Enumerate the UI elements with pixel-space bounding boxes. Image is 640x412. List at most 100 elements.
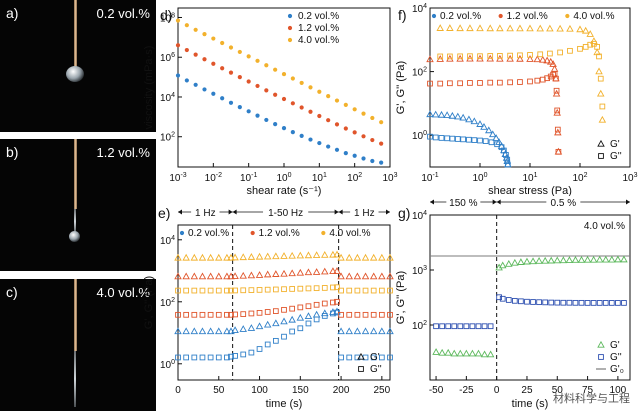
data-point [457, 80, 463, 87]
photo-panel-b: b) 1.2 vol.% [0, 139, 156, 271]
data-point [175, 18, 181, 23]
data-point [487, 53, 494, 59]
data-point [321, 285, 328, 291]
legend-marker [250, 230, 255, 236]
data-point [467, 53, 473, 60]
data-point [432, 348, 440, 355]
data-point [523, 257, 531, 265]
data-point [533, 55, 542, 63]
data-point [487, 79, 494, 86]
data-point [308, 137, 313, 142]
data-point [445, 323, 452, 330]
data-point [586, 30, 594, 37]
data-point [572, 299, 579, 306]
data-point [175, 73, 181, 78]
data-point [517, 79, 523, 85]
data-point [334, 284, 340, 291]
x-tick-label: 0 [175, 385, 181, 396]
legend-label: 4.0 vol.% [573, 11, 614, 22]
data-point [507, 52, 513, 59]
legend-marker [431, 13, 437, 19]
data-point [321, 267, 329, 275]
data-point [591, 40, 597, 47]
data-point [386, 272, 394, 280]
y-axis-label: G', G'' (Pa) [143, 276, 155, 329]
data-point [546, 24, 554, 32]
data-point [305, 320, 312, 327]
data-point [256, 309, 263, 316]
data-point [246, 79, 251, 84]
data-point [232, 311, 238, 318]
data-point [516, 54, 524, 62]
data-point [437, 53, 444, 60]
data-point [567, 47, 573, 54]
data-point [476, 120, 484, 127]
data-point [486, 24, 494, 32]
data-point [317, 113, 322, 119]
segment-arrowhead [430, 199, 434, 205]
data-point [326, 144, 331, 149]
data-point [174, 327, 182, 335]
data-point [468, 349, 477, 357]
x-tick-label: 103 [382, 172, 397, 184]
data-point [542, 299, 549, 306]
data-point [471, 137, 478, 143]
data-point [534, 77, 541, 84]
data-point [497, 79, 503, 86]
data-point [370, 137, 375, 143]
data-point [255, 252, 264, 260]
data-point [553, 75, 559, 82]
data-point [599, 103, 606, 110]
data-point [571, 256, 580, 263]
data-point [297, 304, 304, 311]
data-point [463, 323, 470, 330]
data-point [264, 341, 271, 348]
data-point [511, 258, 519, 266]
data-point [541, 256, 549, 264]
data-point [438, 348, 446, 356]
data-point [566, 299, 573, 306]
filament [74, 209, 76, 234]
data-point [215, 327, 223, 335]
segment-arrowhead [492, 199, 497, 205]
data-point [206, 327, 215, 335]
data-point [273, 122, 278, 127]
data-point [345, 272, 353, 280]
data-point [228, 311, 234, 318]
data-point [330, 299, 336, 306]
data-point [547, 50, 553, 57]
data-point [517, 52, 523, 59]
data-point [378, 327, 386, 335]
data-point [439, 323, 445, 330]
data-point [460, 136, 466, 143]
data-point [516, 24, 524, 32]
data-point [444, 135, 450, 142]
data-point [333, 267, 341, 274]
data-point [488, 139, 495, 146]
data-point [206, 253, 215, 261]
data-point [370, 287, 377, 294]
data-point [237, 49, 242, 55]
y-tick-label: 102 [412, 67, 427, 79]
data-point [334, 98, 340, 103]
legend-marker [287, 37, 293, 43]
data-point [346, 311, 353, 318]
data-point [378, 311, 385, 318]
data-point [312, 268, 321, 275]
segment-label-bg [446, 196, 481, 208]
x-axis-label: shear rate (s⁻¹) [247, 185, 322, 197]
legend-label: 0.2 vol.% [188, 228, 229, 239]
data-point [485, 126, 493, 134]
data-point [379, 120, 384, 125]
data-point [272, 337, 279, 344]
y-tick-label: 104 [160, 235, 175, 247]
data-point [602, 300, 609, 306]
data-point [474, 349, 483, 357]
data-point [207, 311, 214, 318]
data-point [535, 256, 543, 264]
data-point [576, 25, 584, 33]
data-point [228, 100, 234, 105]
data-point [620, 255, 628, 263]
data-point [190, 327, 199, 335]
data-point [175, 311, 181, 318]
